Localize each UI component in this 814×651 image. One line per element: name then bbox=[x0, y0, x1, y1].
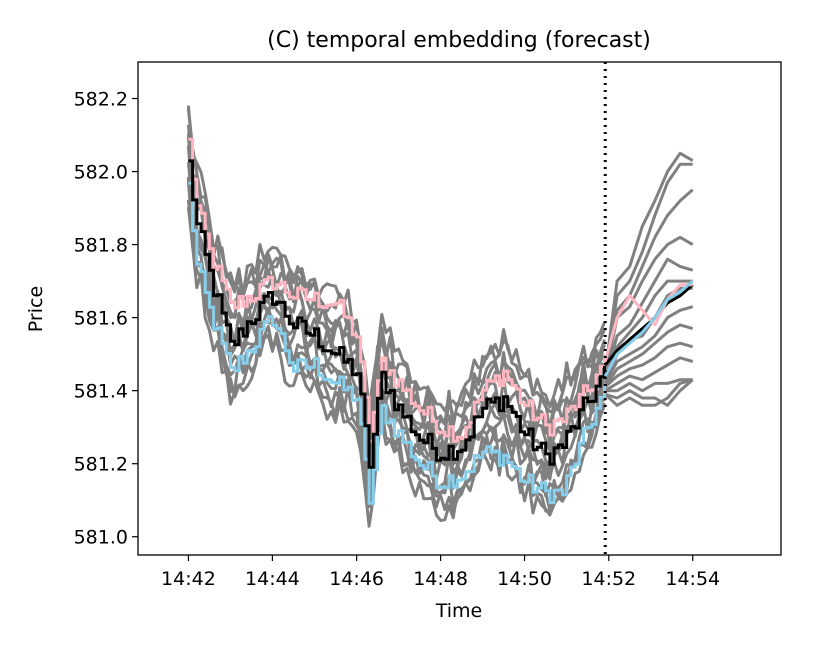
ensemble-forecast-line bbox=[603, 151, 694, 373]
x-tick-label: 14:54 bbox=[665, 568, 720, 590]
x-tick-label: 14:50 bbox=[497, 568, 552, 590]
ensemble-forecast-line bbox=[603, 305, 694, 385]
ensemble-forecast-line bbox=[603, 323, 694, 388]
x-axis-label: Time bbox=[435, 600, 483, 622]
y-axis: 581.0 581.2 581.4 581.6 581.8 582.0 582.2 bbox=[74, 89, 138, 549]
x-tick-label: 14:48 bbox=[413, 568, 468, 590]
ensemble-forecast-line bbox=[603, 162, 693, 373]
ensemble-forecast-line bbox=[604, 378, 694, 407]
plot-frame bbox=[137, 61, 782, 556]
y-tick-label: 581.8 bbox=[74, 235, 128, 257]
x-tick-label: 14:52 bbox=[581, 568, 636, 590]
x-axis: 14:42 14:44 14:46 14:48 14:50 14:52 14:54 bbox=[161, 555, 720, 590]
chart-title: (C) temporal embedding (forecast) bbox=[267, 28, 651, 53]
ensemble-forecast-line bbox=[603, 188, 694, 377]
y-tick-label: 581.0 bbox=[74, 527, 128, 549]
lower-history-line bbox=[188, 181, 606, 505]
y-tick-label: 582.0 bbox=[74, 162, 128, 184]
ensemble-forecast-line bbox=[604, 378, 694, 407]
ensemble-forecast-line bbox=[603, 257, 694, 381]
x-tick-label: 14:44 bbox=[245, 568, 300, 590]
y-axis-label: Price bbox=[25, 286, 47, 332]
series-layer bbox=[186, 105, 694, 528]
lower-forecast-line bbox=[603, 279, 694, 377]
ensemble-forecast-line bbox=[605, 378, 693, 393]
ensemble-history-line bbox=[186, 105, 606, 413]
ensemble-history-line bbox=[186, 108, 606, 428]
ensemble-history-line bbox=[186, 177, 606, 481]
x-tick-label: 14:46 bbox=[329, 568, 384, 590]
y-tick-label: 581.4 bbox=[74, 381, 128, 403]
mean-history-line bbox=[188, 159, 606, 469]
y-tick-label: 581.2 bbox=[74, 454, 128, 476]
y-tick-label: 581.6 bbox=[74, 308, 128, 330]
x-tick-label: 14:42 bbox=[161, 568, 216, 590]
ensemble-forecast-line bbox=[603, 279, 693, 381]
ensemble-forecast-line bbox=[604, 341, 694, 389]
y-tick-label: 582.2 bbox=[74, 89, 128, 111]
upper-history-line bbox=[188, 137, 606, 443]
ensemble-forecast-line bbox=[604, 356, 694, 392]
upper-forecast-line bbox=[603, 283, 693, 362]
